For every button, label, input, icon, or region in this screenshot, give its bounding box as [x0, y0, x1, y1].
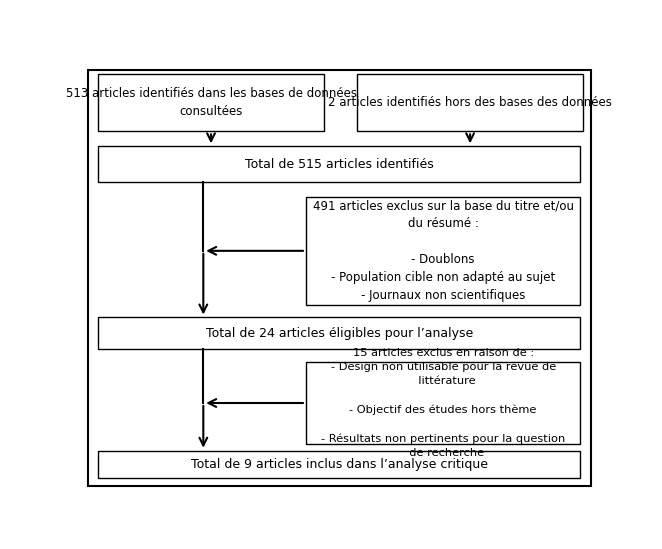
Text: 15 articles exclus en raison de :
- Design non utilisable pour la revue de
  lit: 15 articles exclus en raison de : - Desi… [321, 348, 565, 458]
FancyBboxPatch shape [98, 451, 581, 478]
FancyBboxPatch shape [306, 197, 581, 305]
FancyBboxPatch shape [357, 74, 583, 131]
FancyBboxPatch shape [306, 362, 581, 444]
Text: Total de 24 articles éligibles pour l’analyse: Total de 24 articles éligibles pour l’an… [206, 327, 473, 340]
Text: 491 articles exclus sur la base du titre et/ou
du résumé :

- Doublons
- Populat: 491 articles exclus sur la base du titre… [312, 199, 574, 302]
Text: 513 articles identifiés dans les bases de données
consultées: 513 articles identifiés dans les bases d… [66, 87, 357, 119]
Text: 2 articles identifiés hors des bases des données: 2 articles identifiés hors des bases des… [328, 97, 612, 109]
Text: Total de 9 articles inclus dans l’analyse critique: Total de 9 articles inclus dans l’analys… [191, 458, 488, 471]
FancyBboxPatch shape [98, 74, 324, 131]
FancyBboxPatch shape [98, 146, 581, 182]
Text: Total de 515 articles identifiés: Total de 515 articles identifiés [245, 158, 434, 171]
FancyBboxPatch shape [98, 317, 581, 349]
